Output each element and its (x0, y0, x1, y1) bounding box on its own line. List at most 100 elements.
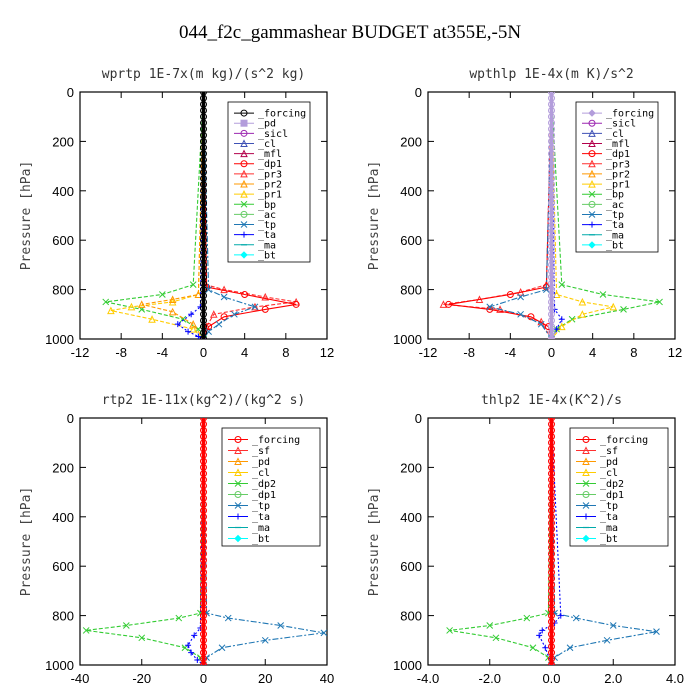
series-point (195, 333, 202, 339)
series-point (517, 293, 524, 301)
series-line-tp (487, 92, 553, 339)
series-point (209, 310, 218, 318)
legend-label: _pr3 (606, 159, 630, 170)
panel-title: rtp2 1E-11x(kg^2)/(kg^2 s) (102, 393, 306, 408)
series-point (523, 614, 531, 622)
series-point (320, 629, 327, 637)
series-point (158, 291, 166, 298)
legend-label: _sicl (258, 129, 288, 140)
y-tick-label: 600 (52, 233, 74, 248)
y-tick-label: 200 (400, 134, 422, 149)
legend-label: _sicl (606, 119, 636, 130)
series-point (552, 290, 561, 299)
legend-marker (583, 513, 589, 520)
series-point (572, 614, 580, 622)
legend-label: _sf (600, 446, 618, 457)
y-tick-label: 400 (400, 510, 422, 525)
y-tick-label: 800 (400, 609, 422, 624)
center-profile-point (200, 661, 207, 665)
series-point (603, 636, 611, 644)
plot-area (446, 418, 660, 665)
series-point (185, 642, 192, 649)
legend-marker (234, 534, 242, 543)
x-tick-label: 40 (320, 671, 334, 686)
legend-marker (240, 210, 248, 218)
y-tick-label: 1000 (393, 332, 422, 347)
x-tick-label: 0 (200, 671, 207, 686)
legend-label: _dp1 (600, 490, 624, 501)
series-point (220, 293, 228, 301)
legend-label: _bp (258, 200, 276, 211)
x-tick-label: 0 (200, 345, 207, 360)
legend-label: _ta (258, 230, 276, 241)
legend-marker (588, 129, 596, 137)
legend-label: _ma (600, 523, 618, 534)
legend-label: _dp1 (606, 149, 630, 160)
legend-marker (582, 457, 590, 465)
series-point (261, 292, 270, 301)
legend-marker (588, 200, 596, 208)
x-tick-label: 4 (589, 345, 596, 360)
series-point (174, 321, 181, 328)
legend-marker (582, 491, 590, 498)
series-point (241, 291, 249, 299)
y-axis-label: Pressure [hPa] (19, 161, 34, 271)
legend-marker (240, 119, 248, 127)
legend-marker (234, 436, 242, 443)
legend-marker (588, 190, 596, 198)
series-point (547, 335, 556, 339)
series-point (553, 326, 560, 333)
x-tick-label: 0 (548, 345, 555, 360)
y-tick-label: 200 (400, 460, 422, 475)
legend-label: _dp2 (252, 479, 276, 490)
series-line-pr2 (141, 92, 205, 339)
y-tick-label: 600 (52, 559, 74, 574)
legend-label: _forcing (258, 109, 306, 120)
legend-marker (240, 129, 248, 137)
series-point (445, 300, 453, 308)
y-tick-label: 800 (52, 609, 74, 624)
series-point (218, 644, 226, 652)
legend-marker (240, 179, 248, 188)
x-tick-label: -12 (71, 345, 90, 360)
legend-label: _dp1 (252, 490, 276, 501)
legend-label: _dp2 (600, 479, 624, 490)
series-point (537, 320, 545, 328)
legend-marker (234, 446, 242, 454)
series-point (189, 281, 197, 289)
chart-panel-3: rtp2 1E-11x(kg^2)/(kg^2 s) Pressure [hPa]… (19, 393, 334, 686)
legend-marker (582, 502, 590, 509)
legend-marker (240, 109, 248, 117)
legend-marker (588, 109, 596, 117)
x-tick-label: -40 (71, 671, 90, 686)
x-tick-label: -8 (463, 345, 475, 360)
series-point (439, 300, 448, 308)
series-point (578, 310, 587, 318)
series-point (127, 302, 136, 311)
series-point (215, 320, 223, 328)
series-point (205, 323, 213, 331)
legend-marker (240, 200, 248, 208)
legend-marker (588, 179, 596, 188)
legend-marker (582, 468, 590, 476)
x-tick-label: -8 (115, 345, 127, 360)
chart-panel-1: wprtp 1E-7x(m kg)/(s^2 kg) Pressure [hPa]… (19, 67, 334, 360)
legend-label: _dp1 (258, 159, 282, 170)
legend-label: _bt (252, 534, 270, 545)
legend-label: _mfl (258, 149, 282, 160)
series-point (251, 303, 259, 311)
x-tick-label: 8 (282, 345, 289, 360)
plot-area (102, 92, 300, 339)
legend-marker (588, 139, 596, 147)
series-point (194, 290, 203, 299)
y-tick-label: 600 (400, 559, 422, 574)
legend-marker (588, 211, 596, 218)
series-point (168, 307, 177, 316)
panel-title: thlp2 1E-4x(K^2)/s (481, 393, 622, 408)
legend-marker (234, 468, 242, 476)
series-point (188, 311, 195, 318)
y-axis-label: Pressure [hPa] (367, 487, 382, 597)
legend-label: _bt (600, 534, 618, 545)
series-point (102, 298, 110, 306)
y-axis-label: Pressure [hPa] (367, 161, 382, 271)
